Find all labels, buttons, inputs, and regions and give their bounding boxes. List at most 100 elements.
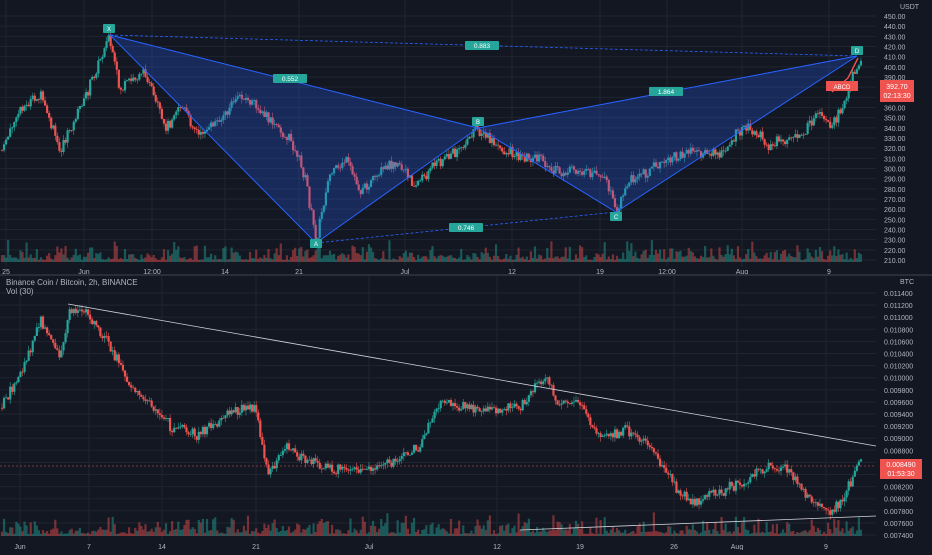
bnb-usdt-chart-pane[interactable]: USDT 450.00 440.00 430.00 420.00 410.00 400.0… [0,0,932,276]
candle [628,182,631,187]
symbol-legend[interactable]: Binance Coin / Bitcoin, 2h, BINANCE Vol … [6,278,138,296]
candle [620,431,623,436]
candle [560,403,563,405]
candle [212,122,215,127]
candle [800,483,803,490]
volume-bar [466,255,469,262]
volume-bar [269,258,272,262]
volume-bar [419,533,422,536]
candle [191,126,194,128]
volume-bar [207,530,211,536]
volume-bar [97,253,100,262]
volume-bar [68,530,71,536]
price-tick: 0.010600 [884,339,913,346]
candle [683,153,686,158]
pattern-point-label: X [107,27,111,33]
volume-bar [351,532,354,536]
candle [712,149,715,156]
ratio-badge-ac[interactable] [449,223,483,232]
volume-bar [794,257,797,262]
candle [76,310,79,313]
volume-bar [115,245,118,262]
candle [632,432,635,434]
candle [611,433,614,438]
bnb-btc-chart[interactable]: BTC 0.0114000.0112000.0110000.0108000.01… [0,276,932,551]
trendlines[interactable] [0,303,877,531]
volume-bar [544,258,547,262]
pattern-point-a[interactable] [310,239,322,248]
candle [166,418,170,419]
pattern-point-c[interactable] [610,212,622,221]
candle [808,120,811,124]
price-tick: 270.00 [884,197,906,204]
volume-bar [326,255,330,262]
volume-bar [2,255,6,262]
ratio-badge-xb[interactable] [273,74,307,83]
candle [148,82,151,83]
volume-bar [833,518,836,536]
volume-bar [691,252,694,262]
volume-bar [224,246,227,262]
candle [851,476,854,487]
candle [33,336,36,341]
volume-bar [845,252,848,262]
candle [779,139,783,142]
candle [140,73,143,75]
ratio-badge-bd[interactable] [649,87,683,96]
bnb-btc-chart-pane[interactable]: BTC 0.011400 0.011200 0.011000 0.010800 0.01… [0,276,932,551]
ratio-badge-xd[interactable] [465,41,499,50]
volume-bar [710,248,713,262]
candle [564,400,567,402]
candle [833,117,836,126]
candle [476,406,479,409]
volume-bar [747,530,750,536]
candle [281,132,284,137]
candle [644,438,647,441]
candle [279,127,282,133]
pattern-point-x[interactable] [103,24,115,33]
volume-bar [609,259,612,262]
volume-bar [533,532,537,536]
candle [207,423,211,427]
volume-bar [158,527,161,536]
candle [439,400,442,409]
xab-triangle[interactable] [108,34,480,244]
candle [568,166,571,173]
volume-bar [677,251,680,262]
candle [847,88,850,99]
candle [214,121,217,127]
volume-bar [253,258,256,262]
candle [115,354,118,361]
volume-bar [187,519,190,536]
pattern-point-b[interactable] [472,117,484,126]
volume-bar [839,531,842,536]
pane-separator[interactable] [0,274,932,276]
volume-bar [19,250,22,262]
volume-bar [130,254,133,262]
volume-bar [702,257,705,262]
volume-bar [572,259,576,262]
pattern-point-d[interactable] [851,46,863,55]
volume-bar [607,532,610,536]
candle [304,175,307,178]
candle [419,180,422,182]
volume-bar [304,250,307,262]
volume-bar [818,247,822,262]
candle [810,496,813,503]
volume-bar [345,533,348,536]
candle [595,428,598,434]
volume-bar [505,525,508,536]
candle [435,160,438,166]
candle [601,435,604,437]
volume-bar [738,532,742,536]
candle [125,376,129,382]
volume-bar [806,248,809,262]
volume-bar [300,532,303,536]
volume-bar [199,259,202,262]
bnb-usdt-chart[interactable]: USDT 450.00440.00430.00420.00410.00400.0… [0,0,932,276]
volume-bar [845,521,848,536]
volume-bar [773,533,776,536]
candle [611,190,614,199]
candle [673,481,676,483]
candle [784,141,787,145]
